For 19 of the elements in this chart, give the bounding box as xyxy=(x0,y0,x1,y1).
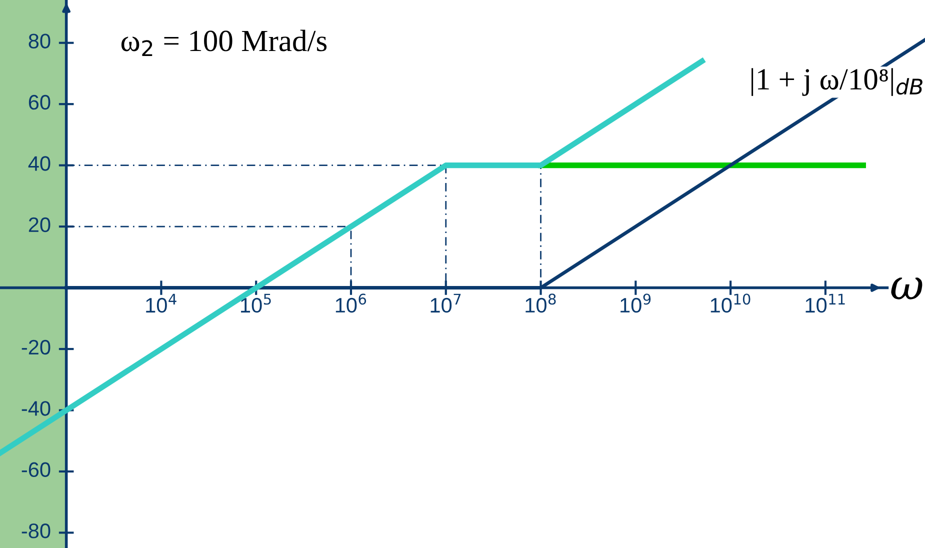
y-tick-label: 20 xyxy=(28,217,50,232)
x-tick-label: 10$^{9}$ xyxy=(620,294,651,313)
annotation: ω$_{2}$ = 100 Mrad/s xyxy=(121,30,327,56)
y-tick-label: 60 xyxy=(28,94,50,110)
y-tick-label: 40 xyxy=(28,156,50,171)
x-tick-label: 10$^{7}$ xyxy=(430,294,461,313)
x-tick-label: 10$^{8}$ xyxy=(526,294,556,313)
x-tick-label: 10$^{4}$ xyxy=(146,294,176,313)
annotation: |1 + j ω/10⁸|$_{dB}$ xyxy=(752,68,922,96)
x-tick-label: 10$^{6}$ xyxy=(336,294,366,313)
x-axis-title: ω xyxy=(891,278,922,300)
y-tick-label: -40 xyxy=(22,401,50,416)
y-tick-label: 80 xyxy=(28,34,50,48)
y-tick-label: -20 xyxy=(22,340,50,355)
x-tick-label: 10$^{5}$ xyxy=(241,294,271,313)
x-tick-label: 10$^{11}$ xyxy=(806,294,845,313)
y-tick-label: -80 xyxy=(22,524,50,538)
y-tick-label: -60 xyxy=(22,462,50,478)
x-tick-label: 10$^{10}$ xyxy=(710,294,750,313)
